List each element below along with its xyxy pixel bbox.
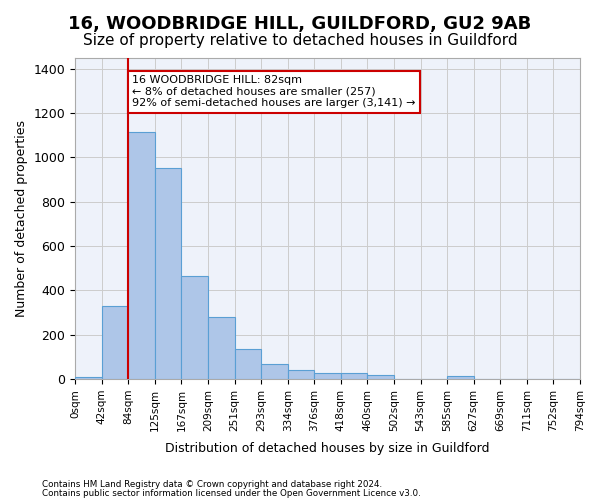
Bar (341, 374, 367, 379)
Bar (288, 370, 314, 379)
Text: 16 WOODBRIDGE HILL: 82sqm
← 8% of detached houses are smaller (257)
92% of semi-: 16 WOODBRIDGE HILL: 82sqm ← 8% of detach… (132, 75, 416, 108)
Bar (102, 306, 128, 379)
Bar (208, 317, 235, 379)
Bar (128, 132, 155, 379)
Bar (235, 349, 261, 379)
Bar (181, 276, 208, 379)
Text: 16, WOODBRIDGE HILL, GUILDFORD, GU2 9AB: 16, WOODBRIDGE HILL, GUILDFORD, GU2 9AB (68, 15, 532, 33)
X-axis label: Distribution of detached houses by size in Guildford: Distribution of detached houses by size … (166, 442, 490, 455)
Bar (155, 168, 181, 379)
Y-axis label: Number of detached properties: Number of detached properties (15, 120, 28, 317)
Bar (261, 364, 288, 379)
Text: Size of property relative to detached houses in Guildford: Size of property relative to detached ho… (83, 32, 517, 48)
Bar (75, 377, 102, 379)
Bar (447, 376, 474, 379)
Text: Contains HM Land Registry data © Crown copyright and database right 2024.: Contains HM Land Registry data © Crown c… (42, 480, 382, 489)
Text: Contains public sector information licensed under the Open Government Licence v3: Contains public sector information licen… (42, 488, 421, 498)
Bar (367, 374, 394, 379)
Bar (314, 374, 341, 379)
